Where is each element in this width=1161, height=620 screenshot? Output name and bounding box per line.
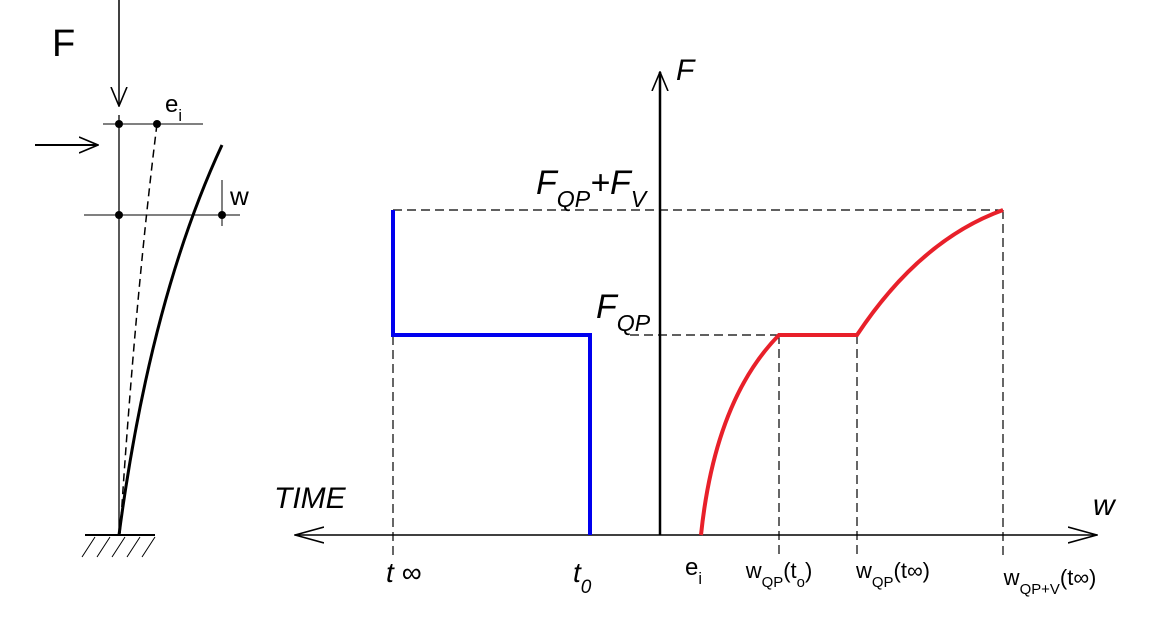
label-text: w bbox=[1093, 489, 1117, 522]
label-text: t ∞ bbox=[386, 557, 422, 588]
load-history bbox=[391, 210, 592, 535]
label-text: w bbox=[745, 558, 762, 583]
label-text: (t∞) bbox=[894, 558, 930, 583]
label: w bbox=[229, 181, 249, 211]
label: F bbox=[52, 23, 75, 65]
point bbox=[153, 120, 161, 128]
subscript: V bbox=[631, 186, 649, 212]
point bbox=[115, 211, 123, 219]
label-text: e bbox=[165, 91, 178, 118]
subscript: o bbox=[797, 574, 805, 591]
label-text: w bbox=[1003, 565, 1020, 590]
initial-imperfection bbox=[119, 123, 158, 536]
subscript: QP+V bbox=[1020, 581, 1060, 598]
label: w bbox=[1093, 489, 1117, 522]
deflection-curve bbox=[699, 208, 1004, 536]
label-text: w bbox=[229, 181, 249, 211]
label-text: (t∞) bbox=[1060, 565, 1096, 590]
subscript: QP bbox=[617, 310, 651, 336]
label: TIME bbox=[274, 482, 347, 515]
column-sketch bbox=[35, 0, 240, 558]
label: ei bbox=[165, 91, 182, 125]
label-text: +F bbox=[590, 164, 633, 202]
label-text: TIME bbox=[274, 482, 347, 515]
label: wQP(t∞) bbox=[855, 558, 930, 591]
label-text: F bbox=[52, 23, 75, 65]
label-text: F bbox=[596, 288, 619, 326]
subscript: QP bbox=[762, 574, 784, 591]
deflected-shape bbox=[117, 144, 224, 536]
subscript: QP bbox=[557, 186, 591, 212]
subscript: i bbox=[698, 570, 702, 588]
label: F bbox=[676, 54, 696, 87]
point bbox=[218, 211, 226, 219]
label-text: F bbox=[676, 54, 696, 87]
subscript: i bbox=[178, 107, 182, 125]
label-text: (t bbox=[783, 558, 796, 583]
support-hatch bbox=[81, 536, 156, 558]
label: t0 bbox=[573, 557, 592, 598]
label: FQP+FV bbox=[536, 164, 649, 212]
points bbox=[115, 120, 226, 219]
label: wQP(to) bbox=[745, 558, 813, 591]
subscript: 0 bbox=[581, 577, 592, 598]
guides bbox=[392, 209, 1004, 558]
label-text: ) bbox=[805, 558, 812, 583]
subscript: QP bbox=[872, 574, 894, 591]
label-text: w bbox=[855, 558, 872, 583]
label: t ∞ bbox=[386, 557, 422, 588]
label: FQP bbox=[596, 288, 651, 336]
label-text: e bbox=[685, 554, 698, 581]
point bbox=[115, 120, 123, 128]
label: wQP+V(t∞) bbox=[1003, 565, 1097, 598]
label-text: F bbox=[536, 164, 559, 202]
label-text: t bbox=[573, 557, 582, 588]
graph bbox=[295, 72, 1097, 558]
label: ei bbox=[685, 554, 702, 588]
